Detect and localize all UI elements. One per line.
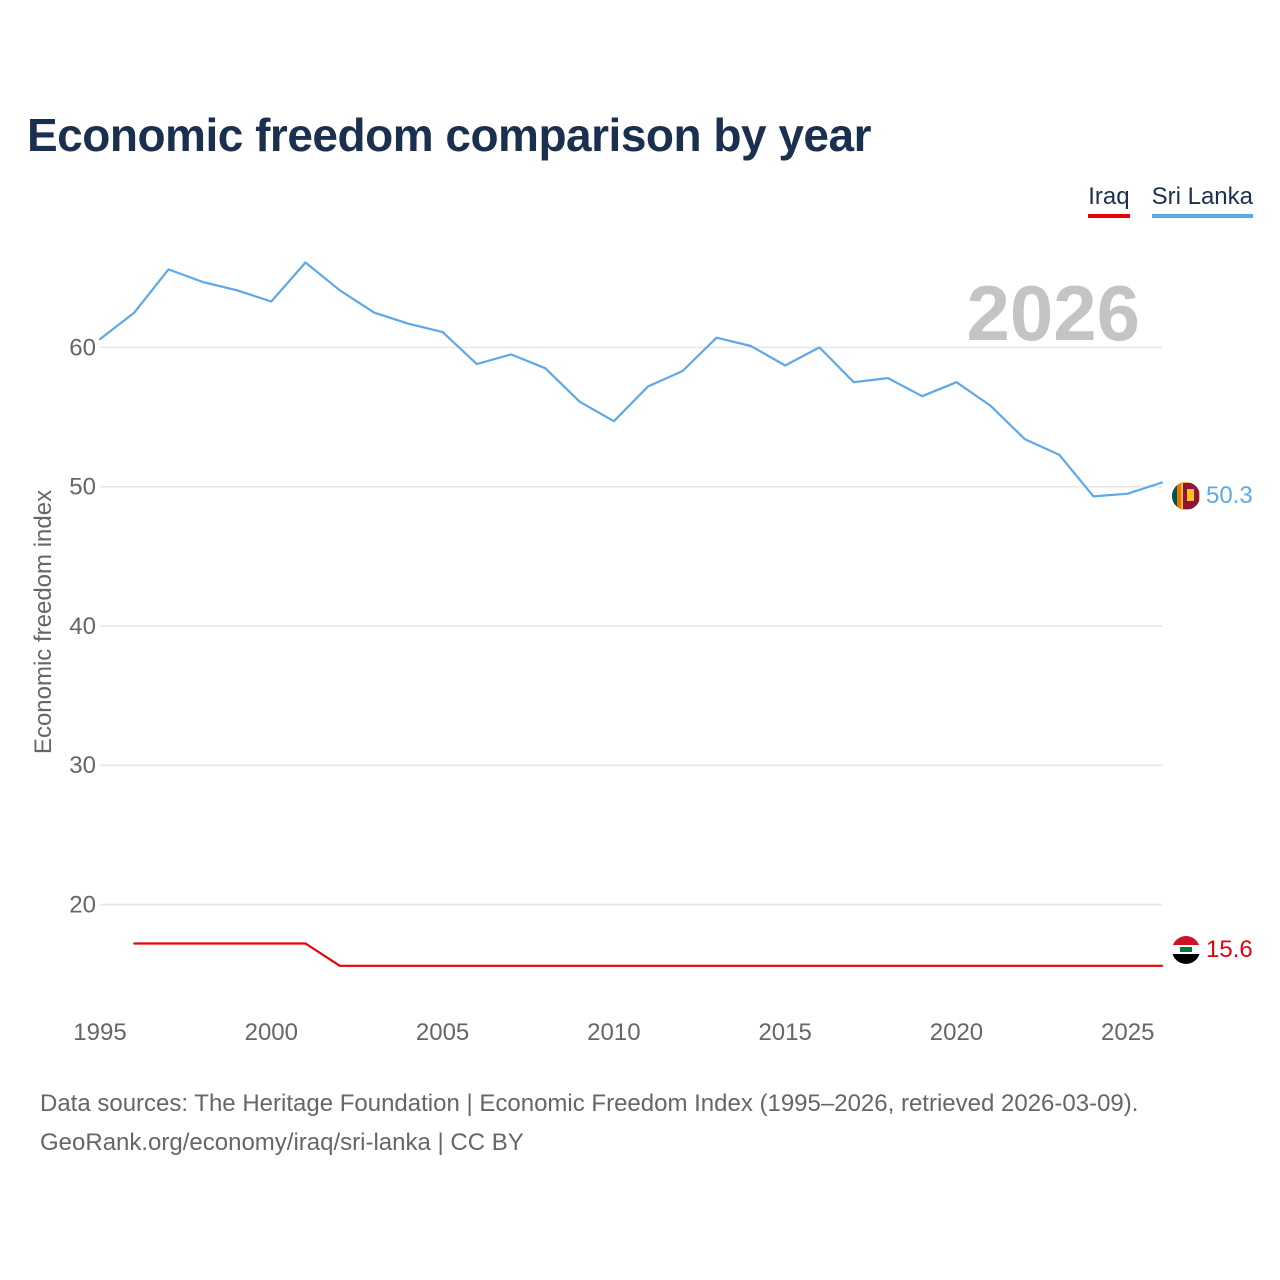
sri-lanka-flag-icon xyxy=(1172,482,1200,510)
y-tick-label: 20 xyxy=(69,892,96,919)
y-tick-label: 40 xyxy=(69,613,96,640)
year-watermark: 2026 xyxy=(966,269,1140,357)
iraq-flag-icon xyxy=(1172,936,1200,964)
footer: Data sources: The Heritage Foundation | … xyxy=(40,1084,1138,1162)
x-tick-label: 1995 xyxy=(73,1019,126,1046)
y-tick-label: 30 xyxy=(69,752,96,779)
x-axis-ticks: 1995 2000 2005 2010 2015 2020 2025 xyxy=(73,1019,1154,1046)
chart-title: Economic freedom comparison by year xyxy=(27,109,872,161)
x-tick-label: 2025 xyxy=(1101,1019,1154,1046)
legend-item-iraq[interactable]: Iraq xyxy=(1088,183,1130,218)
iraq-end-value: 15.6 xyxy=(1206,936,1253,963)
footer-sources: Data sources: The Heritage Foundation | … xyxy=(40,1090,1139,1117)
x-tick-label: 2005 xyxy=(416,1019,469,1046)
y-axis-ticks: 20 30 40 50 60 xyxy=(69,334,96,918)
series-line-iraq[interactable] xyxy=(133,942,1164,967)
y-tick-label: 50 xyxy=(69,474,96,501)
legend-item-sri-lanka[interactable]: Sri Lanka xyxy=(1151,183,1253,218)
line-chart: 2026 Economic freedom index 20 30 40 50 60 1… xyxy=(30,261,1253,1046)
x-tick-label: 2010 xyxy=(587,1019,640,1046)
series-layer xyxy=(98,261,1164,967)
series-line-sri-lanka[interactable] xyxy=(98,261,1164,498)
footer-link[interactable]: GeoRank.org/economy/iraq/sri-lanka | CC … xyxy=(40,1129,524,1156)
gridlines xyxy=(100,346,1162,906)
y-tick-label: 60 xyxy=(69,334,96,361)
y-axis-label: Economic freedom index xyxy=(30,490,57,754)
x-tick-label: 2020 xyxy=(930,1019,983,1046)
x-tick-label: 2015 xyxy=(758,1019,811,1046)
sri-lanka-end-value: 50.3 xyxy=(1206,482,1253,509)
x-tick-label: 2000 xyxy=(245,1019,298,1046)
legend: Iraq Sri Lanka xyxy=(1088,183,1253,218)
